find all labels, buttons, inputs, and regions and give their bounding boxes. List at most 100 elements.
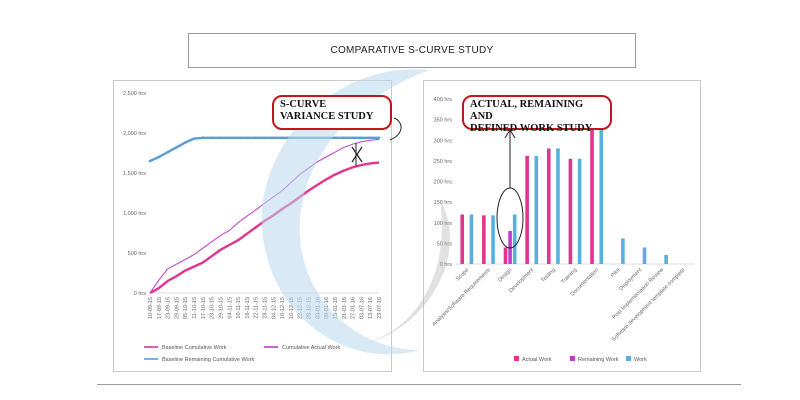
callout-line: ACTUAL, REMAINING AND xyxy=(470,99,584,122)
data-point xyxy=(324,136,328,140)
data-point xyxy=(201,136,205,140)
data-point xyxy=(333,136,337,140)
bar xyxy=(469,214,474,264)
scurve-variance-callout: S-CURVE VARIANCE STUDY xyxy=(272,95,392,130)
y-tick-label: 200 hrs xyxy=(434,180,453,186)
bar xyxy=(642,247,647,264)
bar xyxy=(491,215,495,264)
y-tick-label: 300 hrs xyxy=(434,138,453,144)
bar xyxy=(460,214,465,264)
x-tick-label: 21-01-16 xyxy=(342,297,348,319)
y-tick-label: 50 hrs xyxy=(437,241,453,247)
legend-swatch xyxy=(626,356,631,361)
x-tick-label: 10-12-15 xyxy=(280,297,286,319)
bottom-divider xyxy=(97,384,741,385)
x-tick-label: 29-09-15 xyxy=(174,297,180,319)
bar xyxy=(546,148,551,264)
y-tick-label: 350 hrs xyxy=(434,118,453,124)
bar xyxy=(508,231,512,264)
y-tick-label: 150 hrs xyxy=(434,200,453,206)
x-tick-label: 27-01-16 xyxy=(351,297,357,319)
x-tick-label: 16-11-15 xyxy=(245,297,251,319)
y-tick-label: 100 hrs xyxy=(434,221,453,227)
x-tick-label: 23-07-16 xyxy=(377,297,383,319)
bar xyxy=(664,254,668,264)
data-point xyxy=(377,136,381,140)
x-tick-label: 10-11-15 xyxy=(236,297,242,319)
bar xyxy=(577,158,582,264)
y-tick-label: 1,500 hrs xyxy=(123,171,146,177)
data-point xyxy=(175,146,178,149)
legend-label: Baseline Remaining Cumulative Work xyxy=(162,357,254,363)
x-tick-label: 16-12-15 xyxy=(289,297,295,319)
x-tick-label: 04-11-15 xyxy=(227,297,233,319)
data-point xyxy=(254,136,257,140)
y-tick-label: 2,500 hrs xyxy=(123,91,146,97)
bar xyxy=(568,158,573,264)
bar xyxy=(599,123,604,264)
x-tick-label: 11-10-15 xyxy=(192,297,198,319)
x-tick-label: 03-01-16 xyxy=(315,297,321,319)
bar xyxy=(534,155,539,264)
x-tick-label: 05-10-15 xyxy=(183,297,189,319)
x-tick-label: Scope xyxy=(455,267,470,282)
x-tick-label: 04-12-15 xyxy=(271,297,277,319)
data-point xyxy=(157,155,161,159)
x-tick-label: Training xyxy=(560,267,578,285)
data-point xyxy=(219,136,222,140)
x-tick-label: 17-09-15 xyxy=(157,297,163,319)
x-tick-label: Design xyxy=(497,267,513,283)
legend-label: Actual Work xyxy=(522,357,552,363)
data-point xyxy=(227,136,231,140)
legend-label: Work xyxy=(634,357,647,363)
data-point xyxy=(360,136,363,140)
legend-label: Cumulative Actual Work xyxy=(282,345,341,351)
x-tick-label: 28-11-15 xyxy=(263,297,269,319)
x-tick-label: 10-09-15 xyxy=(148,297,154,319)
bar xyxy=(590,127,594,264)
x-tick-label: 23-09-15 xyxy=(166,297,172,319)
y-tick-label: 0 hrs xyxy=(440,262,452,268)
x-tick-label: 15-01-16 xyxy=(333,297,339,319)
x-tick-label: 28-12-15 xyxy=(307,297,313,319)
data-point xyxy=(289,136,293,140)
bar xyxy=(482,215,486,264)
callout-line: S-CURVE xyxy=(280,99,327,110)
legend-label: Remaining Work xyxy=(578,357,619,363)
x-tick-label: Pilot xyxy=(610,267,622,279)
data-point xyxy=(148,159,152,163)
data-point xyxy=(210,136,213,140)
data-point xyxy=(245,136,249,140)
data-point xyxy=(368,136,372,140)
y-tick-label: 2,000 hrs xyxy=(123,131,146,137)
data-point xyxy=(272,136,275,140)
work-study-callout: ACTUAL, REMAINING AND DEFINED WORK STUDY xyxy=(462,95,612,134)
data-point xyxy=(351,136,354,140)
data-point xyxy=(236,136,240,140)
bar xyxy=(621,238,625,264)
data-point xyxy=(192,137,196,140)
legend-swatch xyxy=(514,356,519,361)
x-tick-label: 17-10-15 xyxy=(201,297,207,319)
data-point xyxy=(263,136,266,140)
y-tick-label: 500 hrs xyxy=(128,251,147,257)
callout-line: VARIANCE STUDY xyxy=(280,111,374,122)
data-point xyxy=(166,150,169,154)
data-point xyxy=(342,136,346,140)
x-tick-label: 23-10-15 xyxy=(210,297,216,319)
y-tick-label: 0 hrs xyxy=(134,291,146,297)
bar xyxy=(512,214,517,264)
x-tick-label: 22-11-15 xyxy=(254,297,260,319)
data-point xyxy=(280,136,284,140)
page-title: COMPARATIVE S-CURVE STUDY xyxy=(188,33,636,68)
x-tick-label: Testing xyxy=(540,267,557,284)
bar xyxy=(503,247,508,264)
bar xyxy=(556,148,560,264)
legend-label: Baseline Cumulative Work xyxy=(162,345,227,351)
series-line xyxy=(149,161,380,295)
y-tick-label: 250 hrs xyxy=(434,159,453,165)
legend-swatch xyxy=(570,356,575,361)
x-tick-label: 03-07-16 xyxy=(359,297,365,319)
data-point xyxy=(298,136,302,140)
series-line xyxy=(149,136,379,163)
